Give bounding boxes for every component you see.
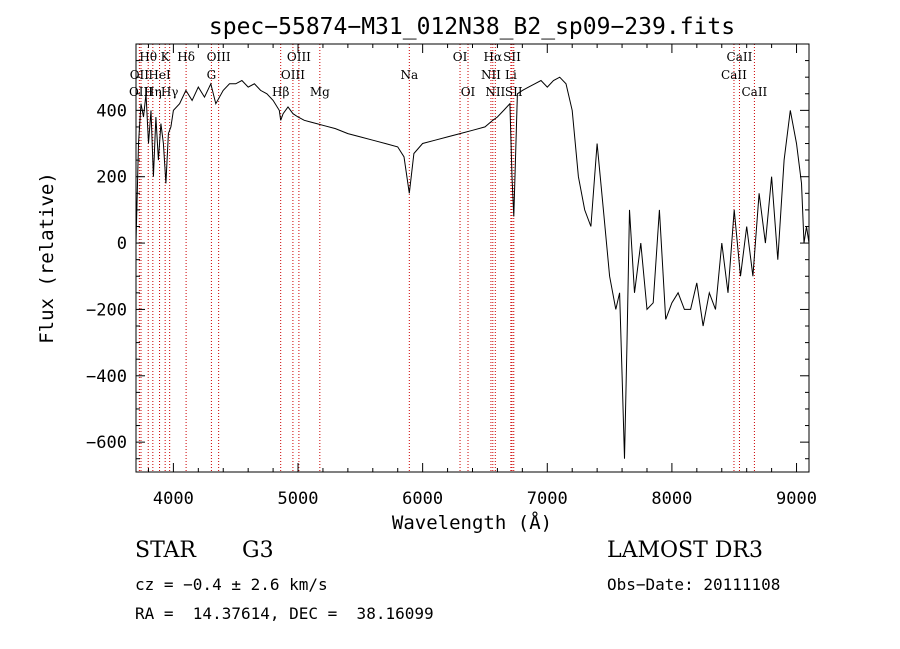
marker-label-15: OI — [453, 50, 468, 64]
spectrum-line — [135, 76, 810, 459]
marker-label-25: CaII — [741, 85, 767, 99]
marker-label-21: NII — [485, 85, 505, 99]
x-axis-label: Wavelength (Å) — [392, 511, 552, 534]
y-tick-label-5: 400 — [96, 101, 127, 121]
marker-label-6: Hδ — [177, 50, 195, 64]
marker-label-13: Mg — [310, 85, 330, 99]
marker-label-4: HeI — [148, 68, 171, 82]
x-tick-label-3: 7000 — [527, 489, 568, 509]
marker-label-22: SII — [505, 85, 523, 99]
emission-line-markers — [138, 44, 755, 472]
plot-frame — [135, 43, 810, 473]
emission-line-labels: Hθ OII OIII K HeI Hη Hδ Hγ OIII G OIII OIII Hβ Mg Na OI… — [129, 50, 768, 99]
marker-label-11: OIII — [281, 68, 305, 82]
marker-label-2: OIII — [129, 85, 153, 99]
chart-title: spec−55874−M31_012N38_B2_sp09−239.fits — [209, 14, 735, 40]
y-tick-label-2: −200 — [86, 300, 127, 320]
marker-label-10: OIII — [287, 50, 311, 64]
marker-label-7: Hγ — [161, 85, 179, 99]
y-tick-label-0: −600 — [86, 433, 127, 453]
marker-label-16: OI — [461, 85, 476, 99]
y-tick-label-3: 0 — [117, 234, 127, 254]
x-tick-label-4: 8000 — [651, 489, 692, 509]
marker-label-18: SII — [503, 50, 521, 64]
x-tick-label-1: 5000 — [278, 489, 319, 509]
object-subclass: G3 — [242, 538, 274, 563]
marker-label-0: Hθ — [139, 50, 157, 64]
y-axis-label: Flux (relative) — [36, 172, 58, 344]
marker-label-17: Hα — [484, 50, 503, 64]
object-class: STAR — [135, 538, 196, 563]
y-axis: −600 −400 −200 0 200 400 — [86, 60, 809, 460]
marker-label-3: K — [161, 50, 171, 64]
sky-coordinates: RA = 14.37614, DEC = 38.16099 — [135, 604, 434, 623]
marker-label-14: Na — [400, 68, 418, 82]
x-tick-label-0: 4000 — [153, 489, 194, 509]
marker-label-24: CaII — [721, 68, 747, 82]
marker-label-20: Li — [505, 68, 517, 82]
redshift-cz: cz = −0.4 ± 2.6 km/s — [135, 575, 328, 594]
marker-label-9: G — [207, 68, 217, 82]
observation-date: Obs−Date: 20111108 — [607, 575, 781, 594]
x-axis: 4000 5000 6000 7000 8000 9000 — [147, 44, 817, 509]
survey-name: LAMOST DR3 — [607, 538, 763, 563]
marker-label-1: OII — [130, 68, 150, 82]
y-tick-label-4: 200 — [96, 168, 127, 188]
marker-label-19: NII — [481, 68, 501, 82]
marker-label-8: OIII — [207, 50, 231, 64]
marker-label-23: CaII — [727, 50, 753, 64]
y-tick-label-1: −400 — [86, 367, 127, 387]
x-tick-label-2: 6000 — [402, 489, 443, 509]
marker-label-12: Hβ — [272, 85, 289, 99]
marker-label-5: Hη — [144, 85, 162, 99]
x-tick-label-5: 9000 — [776, 489, 817, 509]
